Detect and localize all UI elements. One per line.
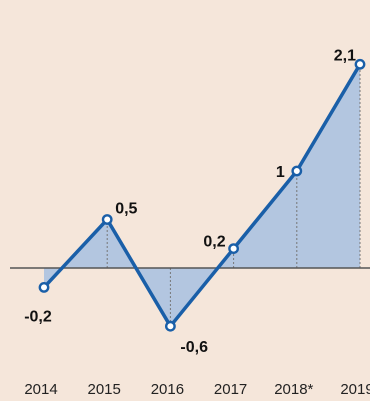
x-tick-labels: 2014 2015 2016 2017 2018* 2019: [24, 381, 370, 398]
data-label: 1: [276, 164, 285, 181]
x-tick-label: 2015: [88, 381, 121, 398]
data-point: [354, 58, 366, 70]
data-labels: -0,2 0,5 -0,6 0,2 1 2,1: [24, 47, 356, 356]
data-label: 0,5: [115, 201, 137, 218]
data-label: -0,2: [24, 308, 52, 325]
data-markers: [38, 58, 366, 332]
data-point: [38, 281, 50, 293]
series-line: [42, 63, 362, 328]
data-label: -0,6: [180, 339, 208, 356]
data-point: [101, 214, 113, 225]
data-point: [228, 243, 240, 255]
x-tick-label: 2018*: [274, 381, 313, 398]
data-label: 2,1: [334, 47, 356, 64]
x-tick-label: 2014: [24, 381, 57, 398]
x-tick-label: 2016: [151, 381, 184, 398]
data-label: 0,2: [203, 234, 225, 251]
data-point: [164, 320, 176, 332]
data-point: [291, 165, 303, 177]
guide-lines: [106, 64, 361, 327]
x-tick-label: 2019: [340, 381, 370, 398]
x-tick-label: 2017: [214, 381, 247, 398]
area-fill: [44, 64, 360, 327]
